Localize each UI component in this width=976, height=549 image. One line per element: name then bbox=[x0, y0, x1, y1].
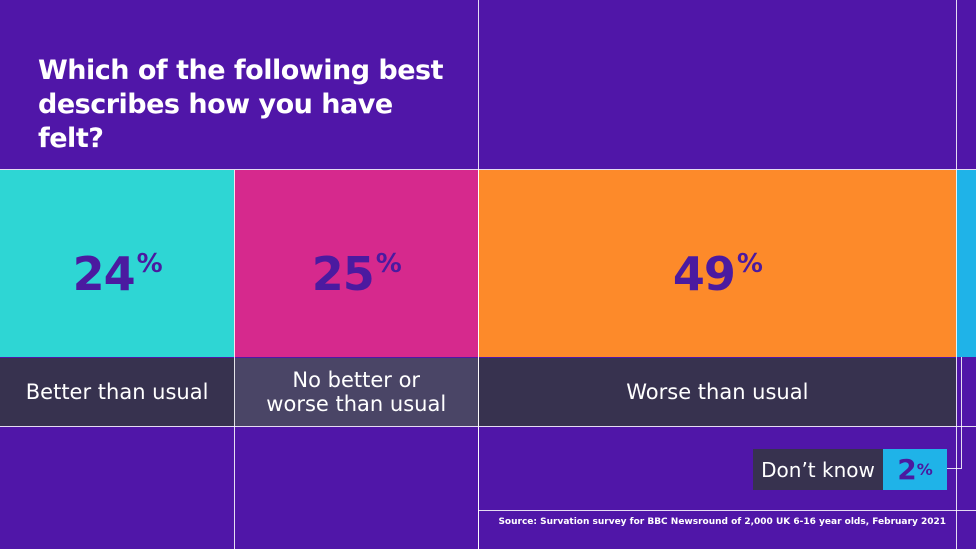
grid-line bbox=[478, 0, 479, 549]
data-label-suffix: % bbox=[736, 249, 763, 279]
category-label-worse: Worse than usual bbox=[478, 358, 957, 426]
leader-line bbox=[947, 468, 961, 469]
data-label-suffix: % bbox=[136, 249, 163, 279]
dont-know-value-number: 2 bbox=[897, 453, 917, 486]
grid-line bbox=[956, 0, 957, 549]
category-label-text: No better or worse than usual bbox=[266, 368, 447, 416]
category-label-text: Better than usual bbox=[25, 380, 209, 404]
data-label-number: 24 bbox=[72, 247, 136, 301]
bar-segment-dont-know bbox=[956, 170, 976, 357]
source-note: Source: Survation survey for BBC Newsrou… bbox=[498, 517, 946, 527]
chart-title: Which of the following best describes ho… bbox=[38, 55, 444, 154]
data-label-better: 24% bbox=[0, 236, 234, 302]
data-label-no-change: 25% bbox=[234, 236, 478, 302]
dont-know-value-suffix: % bbox=[916, 460, 933, 479]
category-label-no-change: No better or worse than usual bbox=[234, 358, 479, 426]
category-label-better: Better than usual bbox=[0, 358, 235, 426]
data-label-worse: 49% bbox=[478, 236, 956, 302]
bar-segment-worse bbox=[478, 170, 957, 357]
dont-know-value: 2% bbox=[883, 449, 947, 490]
grid-line bbox=[234, 170, 235, 549]
grid-line bbox=[478, 510, 976, 511]
leader-line bbox=[961, 357, 962, 469]
data-label-number: 49 bbox=[672, 247, 736, 301]
data-label-suffix: % bbox=[375, 249, 402, 279]
dont-know-label: Don’t know bbox=[753, 449, 883, 490]
grid-line bbox=[0, 169, 976, 170]
data-label-number: 25 bbox=[311, 247, 375, 301]
bar-segment-better bbox=[0, 170, 235, 357]
category-label-text: Worse than usual bbox=[626, 380, 809, 404]
bar-segment-no-change bbox=[234, 170, 479, 357]
grid-line bbox=[0, 426, 976, 427]
